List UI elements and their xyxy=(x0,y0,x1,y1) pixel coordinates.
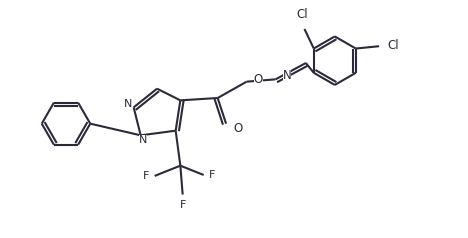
Text: N: N xyxy=(124,99,132,109)
Text: F: F xyxy=(209,170,216,180)
Text: N: N xyxy=(139,135,147,145)
Text: Cl: Cl xyxy=(388,39,399,52)
Text: O: O xyxy=(254,73,263,86)
Text: Cl: Cl xyxy=(296,8,308,20)
Text: F: F xyxy=(143,171,149,181)
Text: O: O xyxy=(233,122,242,135)
Text: N: N xyxy=(283,69,291,82)
Text: F: F xyxy=(180,200,186,210)
